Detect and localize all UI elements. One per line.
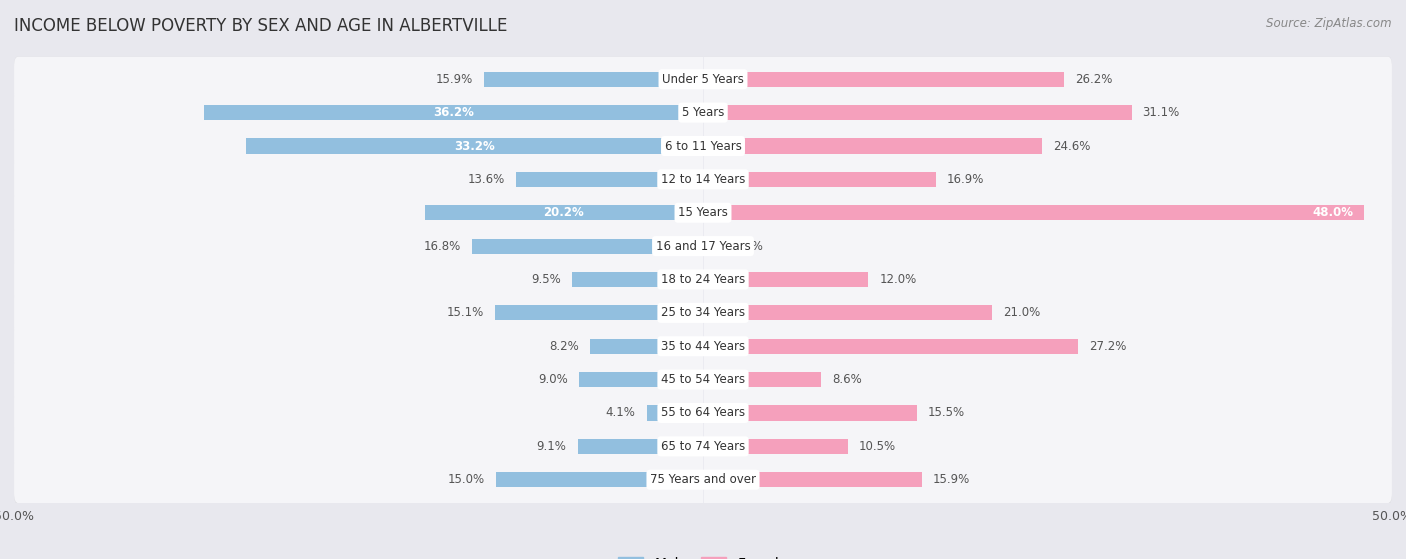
Bar [703,105,1132,120]
Text: 8.6%: 8.6% [832,373,862,386]
Text: 45 to 54 Years: 45 to 54 Years [661,373,745,386]
Bar [703,305,993,320]
Text: 26.2%: 26.2% [1076,73,1112,86]
FancyBboxPatch shape [14,457,1392,504]
Bar [703,439,848,454]
Bar [703,472,922,487]
Text: 10.5%: 10.5% [859,440,896,453]
Text: 48.0%: 48.0% [1312,206,1354,219]
FancyBboxPatch shape [14,56,1392,103]
FancyBboxPatch shape [14,223,1392,271]
FancyBboxPatch shape [14,390,1392,437]
Text: 36.2%: 36.2% [433,106,474,119]
FancyBboxPatch shape [14,257,1392,304]
Text: 75 Years and over: 75 Years and over [650,473,756,486]
FancyBboxPatch shape [14,56,1392,103]
Text: 1.4%: 1.4% [734,240,763,253]
Text: 9.5%: 9.5% [531,273,561,286]
FancyBboxPatch shape [14,190,1392,237]
Text: 27.2%: 27.2% [1088,340,1126,353]
Text: 13.6%: 13.6% [467,173,505,186]
Bar [703,139,1042,154]
FancyBboxPatch shape [14,423,1392,471]
FancyBboxPatch shape [14,124,1392,169]
FancyBboxPatch shape [14,157,1392,203]
Text: 8.2%: 8.2% [550,340,579,353]
Text: 55 to 64 Years: 55 to 64 Years [661,406,745,419]
FancyBboxPatch shape [14,457,1392,503]
Bar [484,72,703,87]
Text: 15.5%: 15.5% [928,406,965,419]
FancyBboxPatch shape [14,323,1392,371]
Text: 65 to 74 Years: 65 to 74 Years [661,440,745,453]
FancyBboxPatch shape [14,157,1392,203]
FancyBboxPatch shape [14,390,1392,437]
Text: 35 to 44 Years: 35 to 44 Years [661,340,745,353]
Bar [516,172,703,187]
Text: 6 to 11 Years: 6 to 11 Years [665,140,741,153]
Bar [572,272,703,287]
FancyBboxPatch shape [14,290,1392,337]
Bar [496,472,703,487]
Bar [471,239,703,254]
Text: 15.0%: 15.0% [449,473,485,486]
Bar [579,372,703,387]
Text: 5 Years: 5 Years [682,106,724,119]
Text: 16 and 17 Years: 16 and 17 Years [655,240,751,253]
Text: 33.2%: 33.2% [454,140,495,153]
Bar [246,139,703,154]
Text: 25 to 34 Years: 25 to 34 Years [661,306,745,319]
Bar [495,305,703,320]
Bar [703,372,821,387]
FancyBboxPatch shape [14,257,1392,303]
FancyBboxPatch shape [14,357,1392,404]
Text: 12.0%: 12.0% [879,273,917,286]
Text: 12 to 14 Years: 12 to 14 Years [661,173,745,186]
Text: Source: ZipAtlas.com: Source: ZipAtlas.com [1267,17,1392,30]
FancyBboxPatch shape [14,90,1392,136]
FancyBboxPatch shape [14,89,1392,137]
Bar [578,439,703,454]
Text: 15.1%: 15.1% [447,306,484,319]
FancyBboxPatch shape [14,123,1392,170]
Bar [703,205,1364,220]
Text: 16.8%: 16.8% [423,240,461,253]
Text: 9.0%: 9.0% [538,373,568,386]
Bar [703,405,917,420]
Text: 20.2%: 20.2% [544,206,585,219]
Bar [703,272,869,287]
Text: 9.1%: 9.1% [537,440,567,453]
FancyBboxPatch shape [14,190,1392,236]
Bar [703,339,1078,354]
Text: Under 5 Years: Under 5 Years [662,73,744,86]
FancyBboxPatch shape [14,424,1392,470]
Text: 15.9%: 15.9% [436,73,472,86]
Text: 15 Years: 15 Years [678,206,728,219]
Bar [425,205,703,220]
Bar [703,72,1064,87]
Text: 15.9%: 15.9% [934,473,970,486]
Bar [647,405,703,420]
FancyBboxPatch shape [14,324,1392,369]
Text: 16.9%: 16.9% [946,173,984,186]
Text: 24.6%: 24.6% [1053,140,1091,153]
Bar [703,239,723,254]
Text: 18 to 24 Years: 18 to 24 Years [661,273,745,286]
FancyBboxPatch shape [14,357,1392,403]
FancyBboxPatch shape [14,290,1392,336]
Text: 21.0%: 21.0% [1004,306,1040,319]
Text: 31.1%: 31.1% [1143,106,1180,119]
FancyBboxPatch shape [14,224,1392,269]
Legend: Male, Female: Male, Female [613,552,793,559]
Bar [703,172,936,187]
Text: 4.1%: 4.1% [606,406,636,419]
Bar [591,339,703,354]
Text: INCOME BELOW POVERTY BY SEX AND AGE IN ALBERTVILLE: INCOME BELOW POVERTY BY SEX AND AGE IN A… [14,17,508,35]
Bar [204,105,703,120]
